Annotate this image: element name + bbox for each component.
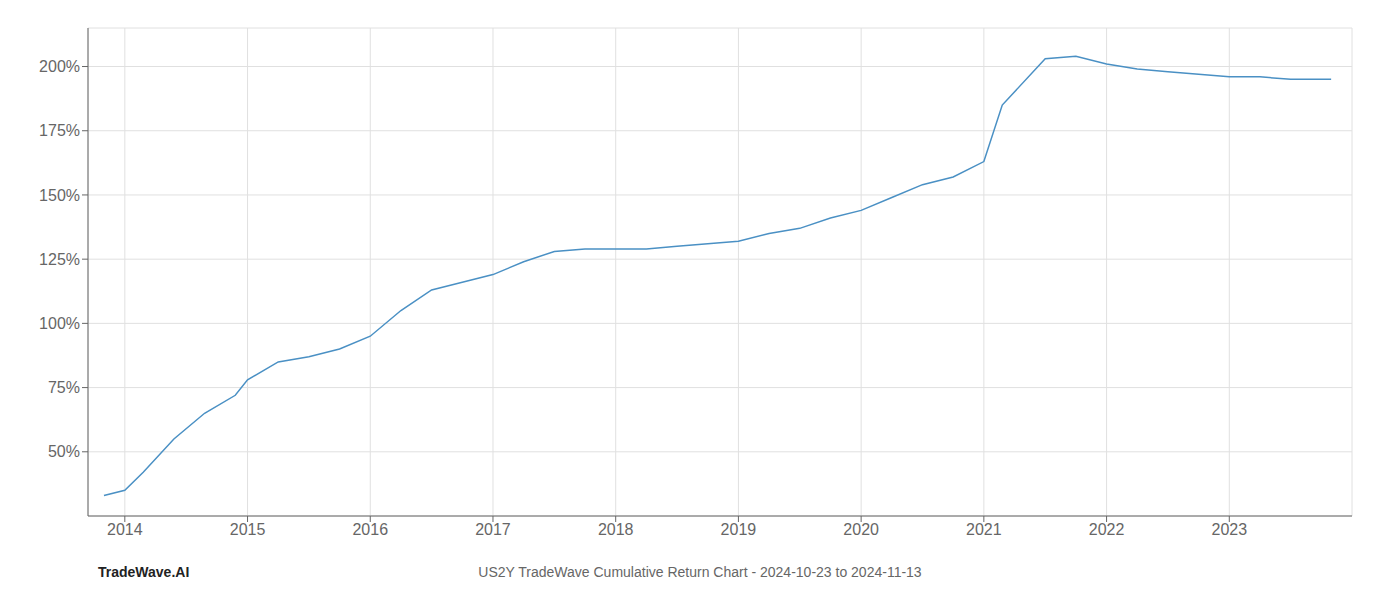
svg-text:2020: 2020 bbox=[843, 521, 879, 538]
svg-text:2015: 2015 bbox=[230, 521, 266, 538]
svg-text:100%: 100% bbox=[39, 315, 80, 332]
svg-text:2023: 2023 bbox=[1211, 521, 1247, 538]
svg-text:75%: 75% bbox=[48, 379, 80, 396]
svg-text:2018: 2018 bbox=[598, 521, 634, 538]
html-text:TradeWave.AI: TradeWave.AI bbox=[98, 564, 190, 580]
svg-text:2021: 2021 bbox=[966, 521, 1002, 538]
svg-text:2014: 2014 bbox=[107, 521, 143, 538]
svg-text:175%: 175% bbox=[39, 122, 80, 139]
svg-text:2016: 2016 bbox=[352, 521, 388, 538]
svg-text:2019: 2019 bbox=[721, 521, 757, 538]
svg-text:125%: 125% bbox=[39, 251, 80, 268]
html-text:US2Y TradeWave Cumulative Retu: US2Y TradeWave Cumulative Return Chart -… bbox=[478, 564, 922, 580]
svg-text:50%: 50% bbox=[48, 443, 80, 460]
svg-text:2017: 2017 bbox=[475, 521, 511, 538]
svg-text:150%: 150% bbox=[39, 187, 80, 204]
svg-text:200%: 200% bbox=[39, 58, 80, 75]
svg-text:2022: 2022 bbox=[1089, 521, 1125, 538]
